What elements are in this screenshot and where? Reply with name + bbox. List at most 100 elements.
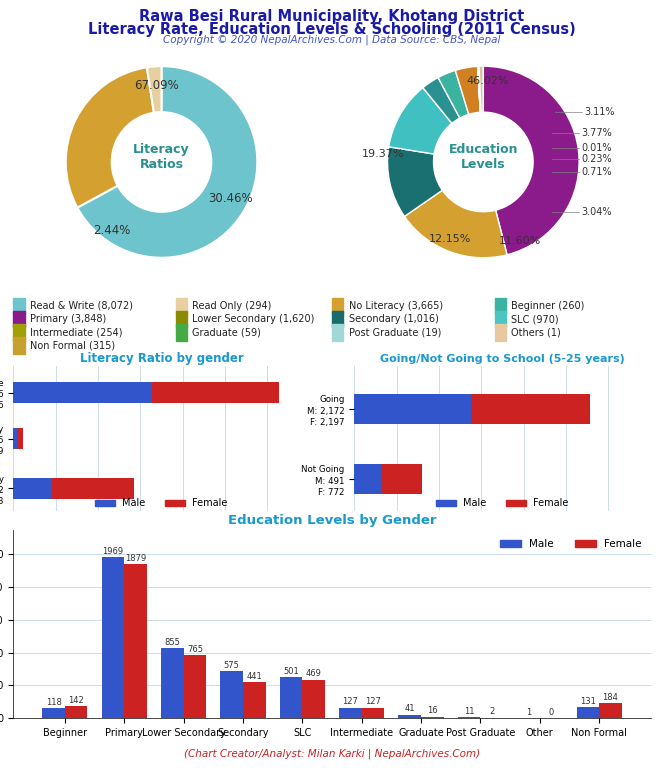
Wedge shape <box>479 66 483 112</box>
Text: Literacy
Ratios: Literacy Ratios <box>133 143 190 171</box>
Bar <box>124 564 147 718</box>
Text: Rawa Besi Rural Municipality, Khotang District: Rawa Besi Rural Municipality, Khotang Di… <box>139 9 525 25</box>
Bar <box>362 707 384 718</box>
Text: 127: 127 <box>343 697 359 707</box>
FancyBboxPatch shape <box>332 298 343 314</box>
Legend: Male, Female: Male, Female <box>92 495 232 512</box>
Title: Going/Not Going to School (5-25 years): Going/Not Going to School (5-25 years) <box>380 354 625 364</box>
Text: 46.02%: 46.02% <box>467 75 509 85</box>
Bar <box>18 428 23 449</box>
Wedge shape <box>456 66 480 114</box>
Bar <box>151 382 279 403</box>
Text: 2.44%: 2.44% <box>93 224 130 237</box>
Text: 16: 16 <box>427 707 438 715</box>
Wedge shape <box>66 68 154 207</box>
Text: 1969: 1969 <box>102 547 124 555</box>
Text: 0.71%: 0.71% <box>581 167 612 177</box>
Bar <box>13 478 52 499</box>
Bar <box>13 382 151 403</box>
Bar <box>280 677 302 718</box>
Text: 184: 184 <box>602 693 618 701</box>
Text: 441: 441 <box>246 671 262 680</box>
Text: 469: 469 <box>305 669 321 678</box>
Bar <box>471 394 590 424</box>
Title: Education Levels by Gender: Education Levels by Gender <box>228 515 436 528</box>
Text: 131: 131 <box>580 697 596 706</box>
Text: Post Graduate (19): Post Graduate (19) <box>349 327 441 337</box>
Text: 1879: 1879 <box>125 554 146 563</box>
FancyBboxPatch shape <box>495 298 506 314</box>
Bar <box>42 708 65 718</box>
Text: 30.46%: 30.46% <box>208 192 253 205</box>
Text: Literacy Rate, Education Levels & Schooling (2011 Census): Literacy Rate, Education Levels & School… <box>88 22 576 37</box>
Bar <box>421 717 444 718</box>
Bar <box>354 464 380 494</box>
Text: 575: 575 <box>224 660 240 670</box>
Text: 1: 1 <box>526 707 531 717</box>
Text: Lower Secondary (1,620): Lower Secondary (1,620) <box>193 314 315 324</box>
Wedge shape <box>147 66 161 113</box>
FancyBboxPatch shape <box>332 324 343 340</box>
FancyBboxPatch shape <box>13 337 25 354</box>
Text: 41: 41 <box>404 704 415 713</box>
FancyBboxPatch shape <box>176 324 187 340</box>
Wedge shape <box>388 147 442 217</box>
Wedge shape <box>438 71 469 118</box>
Bar <box>161 648 183 718</box>
Text: 0: 0 <box>548 707 554 717</box>
FancyBboxPatch shape <box>13 324 25 340</box>
Wedge shape <box>404 190 507 258</box>
Wedge shape <box>483 66 579 255</box>
Bar <box>13 428 18 449</box>
Text: No Literacy (3,665): No Literacy (3,665) <box>349 301 443 311</box>
Text: 11: 11 <box>464 707 474 716</box>
Text: Primary (3,848): Primary (3,848) <box>30 314 106 324</box>
Text: 3.04%: 3.04% <box>581 207 612 217</box>
FancyBboxPatch shape <box>332 311 343 327</box>
Title: Literacy Ratio by gender: Literacy Ratio by gender <box>80 352 244 365</box>
Text: Copyright © 2020 NepalArchives.Com | Data Source: CBS, Nepal: Copyright © 2020 NepalArchives.Com | Dat… <box>163 35 501 45</box>
Bar <box>102 557 124 718</box>
Text: 765: 765 <box>187 645 203 654</box>
Bar <box>302 680 325 718</box>
Bar <box>220 671 243 718</box>
Text: 3.77%: 3.77% <box>581 128 612 138</box>
Text: Read Only (294): Read Only (294) <box>193 301 272 311</box>
FancyBboxPatch shape <box>495 311 506 327</box>
Bar <box>65 707 88 718</box>
Text: Non Formal (315): Non Formal (315) <box>30 340 115 350</box>
Text: 3.11%: 3.11% <box>584 108 614 118</box>
Text: 142: 142 <box>68 696 84 705</box>
FancyBboxPatch shape <box>495 324 506 340</box>
Wedge shape <box>477 66 480 112</box>
Bar <box>183 656 206 718</box>
Bar <box>599 703 622 718</box>
Text: SLC (970): SLC (970) <box>511 314 558 324</box>
Text: Intermediate (254): Intermediate (254) <box>30 327 122 337</box>
Bar <box>576 707 599 718</box>
Text: Beginner (260): Beginner (260) <box>511 301 584 311</box>
Bar <box>339 707 362 718</box>
Text: Secondary (1,016): Secondary (1,016) <box>349 314 438 324</box>
Text: 0.23%: 0.23% <box>581 154 612 164</box>
Wedge shape <box>77 66 258 258</box>
Text: 12.15%: 12.15% <box>428 233 471 243</box>
Text: 118: 118 <box>46 698 62 707</box>
Text: 11.60%: 11.60% <box>499 236 541 246</box>
Bar <box>458 717 481 718</box>
Text: 19.37%: 19.37% <box>363 149 405 159</box>
Legend: Male, Female: Male, Female <box>432 495 572 512</box>
Text: 67.09%: 67.09% <box>134 79 179 92</box>
Text: 501: 501 <box>283 667 299 676</box>
Bar <box>52 478 134 499</box>
Bar <box>380 464 422 494</box>
Text: Education
Levels: Education Levels <box>449 143 518 171</box>
FancyBboxPatch shape <box>176 311 187 327</box>
Text: 855: 855 <box>165 637 180 647</box>
Text: (Chart Creator/Analyst: Milan Karki | NepalArchives.Com): (Chart Creator/Analyst: Milan Karki | Ne… <box>184 748 480 759</box>
Text: 127: 127 <box>365 697 381 707</box>
Bar <box>243 682 266 718</box>
Bar <box>354 394 471 424</box>
Text: 2: 2 <box>489 707 494 717</box>
Text: Read & Write (8,072): Read & Write (8,072) <box>30 301 133 311</box>
